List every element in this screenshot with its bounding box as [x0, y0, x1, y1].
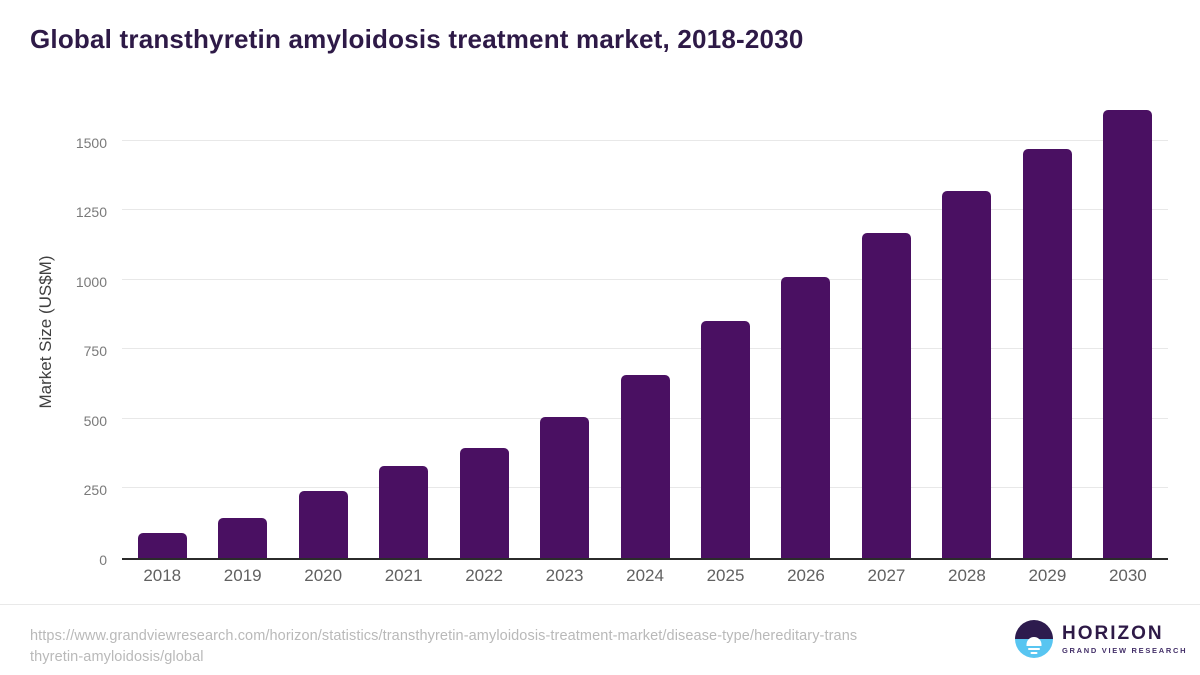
gridline-1500 — [122, 139, 1168, 141]
source-url-line1: https://www.grandviewresearch.com/horizo… — [30, 628, 858, 644]
source-url-line2: thyretin-amyloidosis/global — [30, 648, 204, 665]
bar-2024 — [620, 375, 670, 558]
x-tick-2023: 2023 — [545, 566, 584, 585]
footer-divider — [0, 604, 1200, 605]
horizon-logo-icon — [1015, 620, 1053, 658]
bar-slot-2023 — [524, 104, 604, 558]
y-tick-1250: 1250 — [75, 204, 107, 221]
bar-slot-2026 — [766, 104, 846, 558]
gridline-1000 — [122, 278, 1168, 280]
bar-slot-2024 — [605, 104, 685, 558]
bar-slot-2030 — [1088, 104, 1168, 558]
y-axis-ticks: 0 250 500 750 1000 1250 1500 — [0, 104, 107, 569]
gridline-750 — [122, 348, 1168, 350]
page-title: Global transthyretin amyloidosis treatme… — [30, 24, 804, 54]
horizon-logo-subtitle: GRAND VIEW RESEARCH — [1062, 645, 1188, 655]
bar-2025 — [701, 321, 751, 558]
bar-slot-2019 — [202, 104, 282, 558]
bar-2023 — [540, 417, 590, 558]
bar-2021 — [379, 466, 429, 558]
plot-area — [122, 104, 1168, 560]
bar-slot-2028 — [927, 104, 1007, 558]
y-tick-1000: 1000 — [75, 273, 107, 290]
x-tick-2020: 2020 — [304, 566, 343, 585]
horizon-logo: HORIZON GRAND VIEW RESEARCH — [1015, 620, 1187, 658]
bar-2029 — [1022, 149, 1072, 558]
bar-slot-2027 — [846, 104, 926, 558]
bar-2020 — [298, 491, 348, 558]
x-tick-2022: 2022 — [465, 566, 504, 585]
y-tick-500: 500 — [83, 412, 107, 429]
x-tick-2028: 2028 — [948, 566, 986, 585]
x-tick-2026: 2026 — [787, 566, 825, 585]
x-tick-2018: 2018 — [143, 566, 182, 585]
bar-2030 — [1103, 110, 1153, 558]
x-tick-2024: 2024 — [626, 566, 664, 585]
bar-slot-2018 — [122, 104, 202, 558]
horizon-reflection-line — [1030, 652, 1038, 654]
horizon-logo-text: HORIZON GRAND VIEW RESEARCH — [1062, 622, 1188, 655]
gridline-1250 — [122, 209, 1168, 211]
horizon-dome-icon — [1026, 637, 1042, 646]
y-tick-750: 750 — [83, 343, 107, 360]
bar-2018 — [137, 533, 187, 558]
bar-slot-2020 — [283, 104, 363, 558]
x-tick-2027: 2027 — [867, 566, 906, 585]
y-tick-1500: 1500 — [75, 134, 107, 151]
bar-2022 — [459, 448, 509, 558]
bar-2028 — [942, 191, 992, 558]
x-tick-2021: 2021 — [384, 566, 423, 585]
bar-slot-2029 — [1007, 104, 1087, 558]
y-tick-0: 0 — [99, 552, 107, 568]
horizon-logo-name: HORIZON — [1062, 622, 1164, 644]
bars-row — [122, 104, 1168, 558]
horizon-reflection-line — [1028, 648, 1040, 650]
source-url: https://www.grandviewresearch.com/horizo… — [30, 626, 857, 667]
bar-slot-2021 — [363, 104, 443, 558]
x-tick-2025: 2025 — [706, 566, 745, 585]
bar-2019 — [218, 518, 268, 558]
bar-slot-2022 — [444, 104, 524, 558]
bar-2026 — [781, 277, 831, 558]
x-tick-2019: 2019 — [223, 566, 262, 585]
x-axis-ticks: 2018 2019 2020 2021 2022 2023 2024 2025 2026 2027… — [122, 566, 1168, 586]
x-tick-2030: 2030 — [1108, 566, 1147, 585]
bar-slot-2025 — [685, 104, 765, 558]
y-tick-250: 250 — [83, 482, 107, 499]
bar-2027 — [861, 233, 911, 558]
x-tick-2029: 2029 — [1028, 566, 1067, 585]
